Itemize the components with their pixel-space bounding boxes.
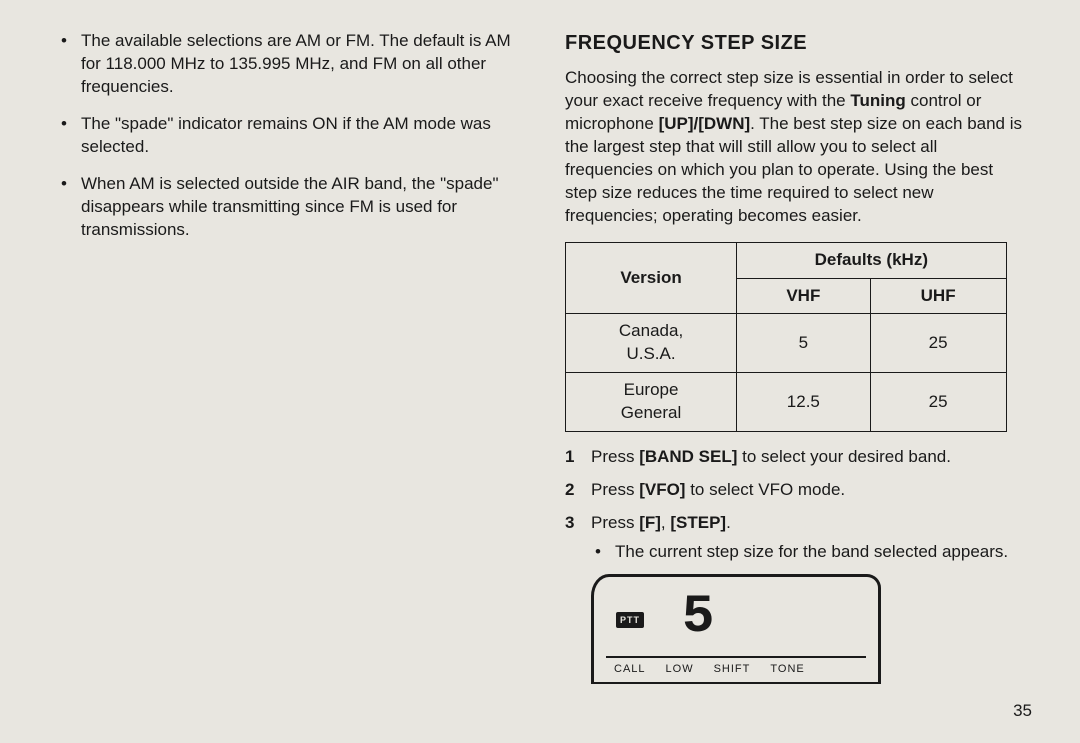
th-vhf: VHF [737,278,871,314]
lcd-divider [606,656,866,658]
lcd-label: TONE [770,662,804,677]
lcd-top-row: PTT 5 [616,587,864,649]
step-item: Press [VFO] to select VFO mode. [565,479,1025,502]
lcd-bottom-row: CALL LOW SHIFT TONE [614,662,864,677]
bullet-item: The "spade" indicator remains ON if the … [55,113,515,159]
bullet-item: The available selections are AM or FM. T… [55,30,515,99]
key-label: [STEP] [670,513,726,532]
table-row: Europe General 12.5 25 [566,373,1007,432]
intro-paragraph: Choosing the correct step size is essent… [565,67,1025,228]
key-label: [VFO] [639,480,685,499]
td-vhf: 12.5 [737,373,871,432]
step-item: Press [F], [STEP]. The current step size… [565,512,1025,564]
text: to select your desired band. [737,447,951,466]
text: to select VFO mode. [685,480,845,499]
defaults-table: Version Defaults (kHz) VHF UHF Canada, U… [565,242,1007,433]
table-header-row: Version Defaults (kHz) [566,242,1007,278]
section-title: FREQUENCY STEP SIZE [565,30,1025,57]
lcd-display: PTT 5 CALL LOW SHIFT TONE [591,574,881,684]
key-label: [F] [639,513,661,532]
step-item: Press [BAND SEL] to select your desired … [565,446,1025,469]
th-defaults: Defaults (kHz) [737,242,1007,278]
table-row: Canada, U.S.A. 5 25 [566,314,1007,373]
sub-bullet-list: The current step size for the band selec… [591,541,1025,564]
left-bullet-list: The available selections are AM or FM. T… [55,30,515,242]
bold-tuning: Tuning [850,91,905,110]
manual-page: The available selections are AM or FM. T… [0,0,1080,743]
lcd-label: LOW [666,662,694,677]
text: , [661,513,670,532]
td-vhf: 5 [737,314,871,373]
th-uhf: UHF [870,278,1006,314]
lcd-label: CALL [614,662,646,677]
bullet-item: When AM is selected outside the AIR band… [55,173,515,242]
page-number: 35 [1013,701,1032,721]
sub-bullet-item: The current step size for the band selec… [591,541,1025,564]
th-version: Version [566,242,737,314]
td-uhf: 25 [870,373,1006,432]
td-label: Canada, U.S.A. [566,314,737,373]
text: Press [591,513,639,532]
td-label: Europe General [566,373,737,432]
text: Press [591,480,639,499]
right-column: FREQUENCY STEP SIZE Choosing the correct… [540,30,1040,723]
key-label: [BAND SEL] [639,447,737,466]
left-column: The available selections are AM or FM. T… [40,30,540,723]
lcd-value: 5 [682,591,716,645]
text: . [726,513,731,532]
step-list: Press [BAND SEL] to select your desired … [565,446,1025,564]
ptt-indicator: PTT [616,612,644,628]
lcd-label: SHIFT [714,662,751,677]
td-uhf: 25 [870,314,1006,373]
bold-updwn: [UP]/[DWN] [659,114,751,133]
text: Press [591,447,639,466]
